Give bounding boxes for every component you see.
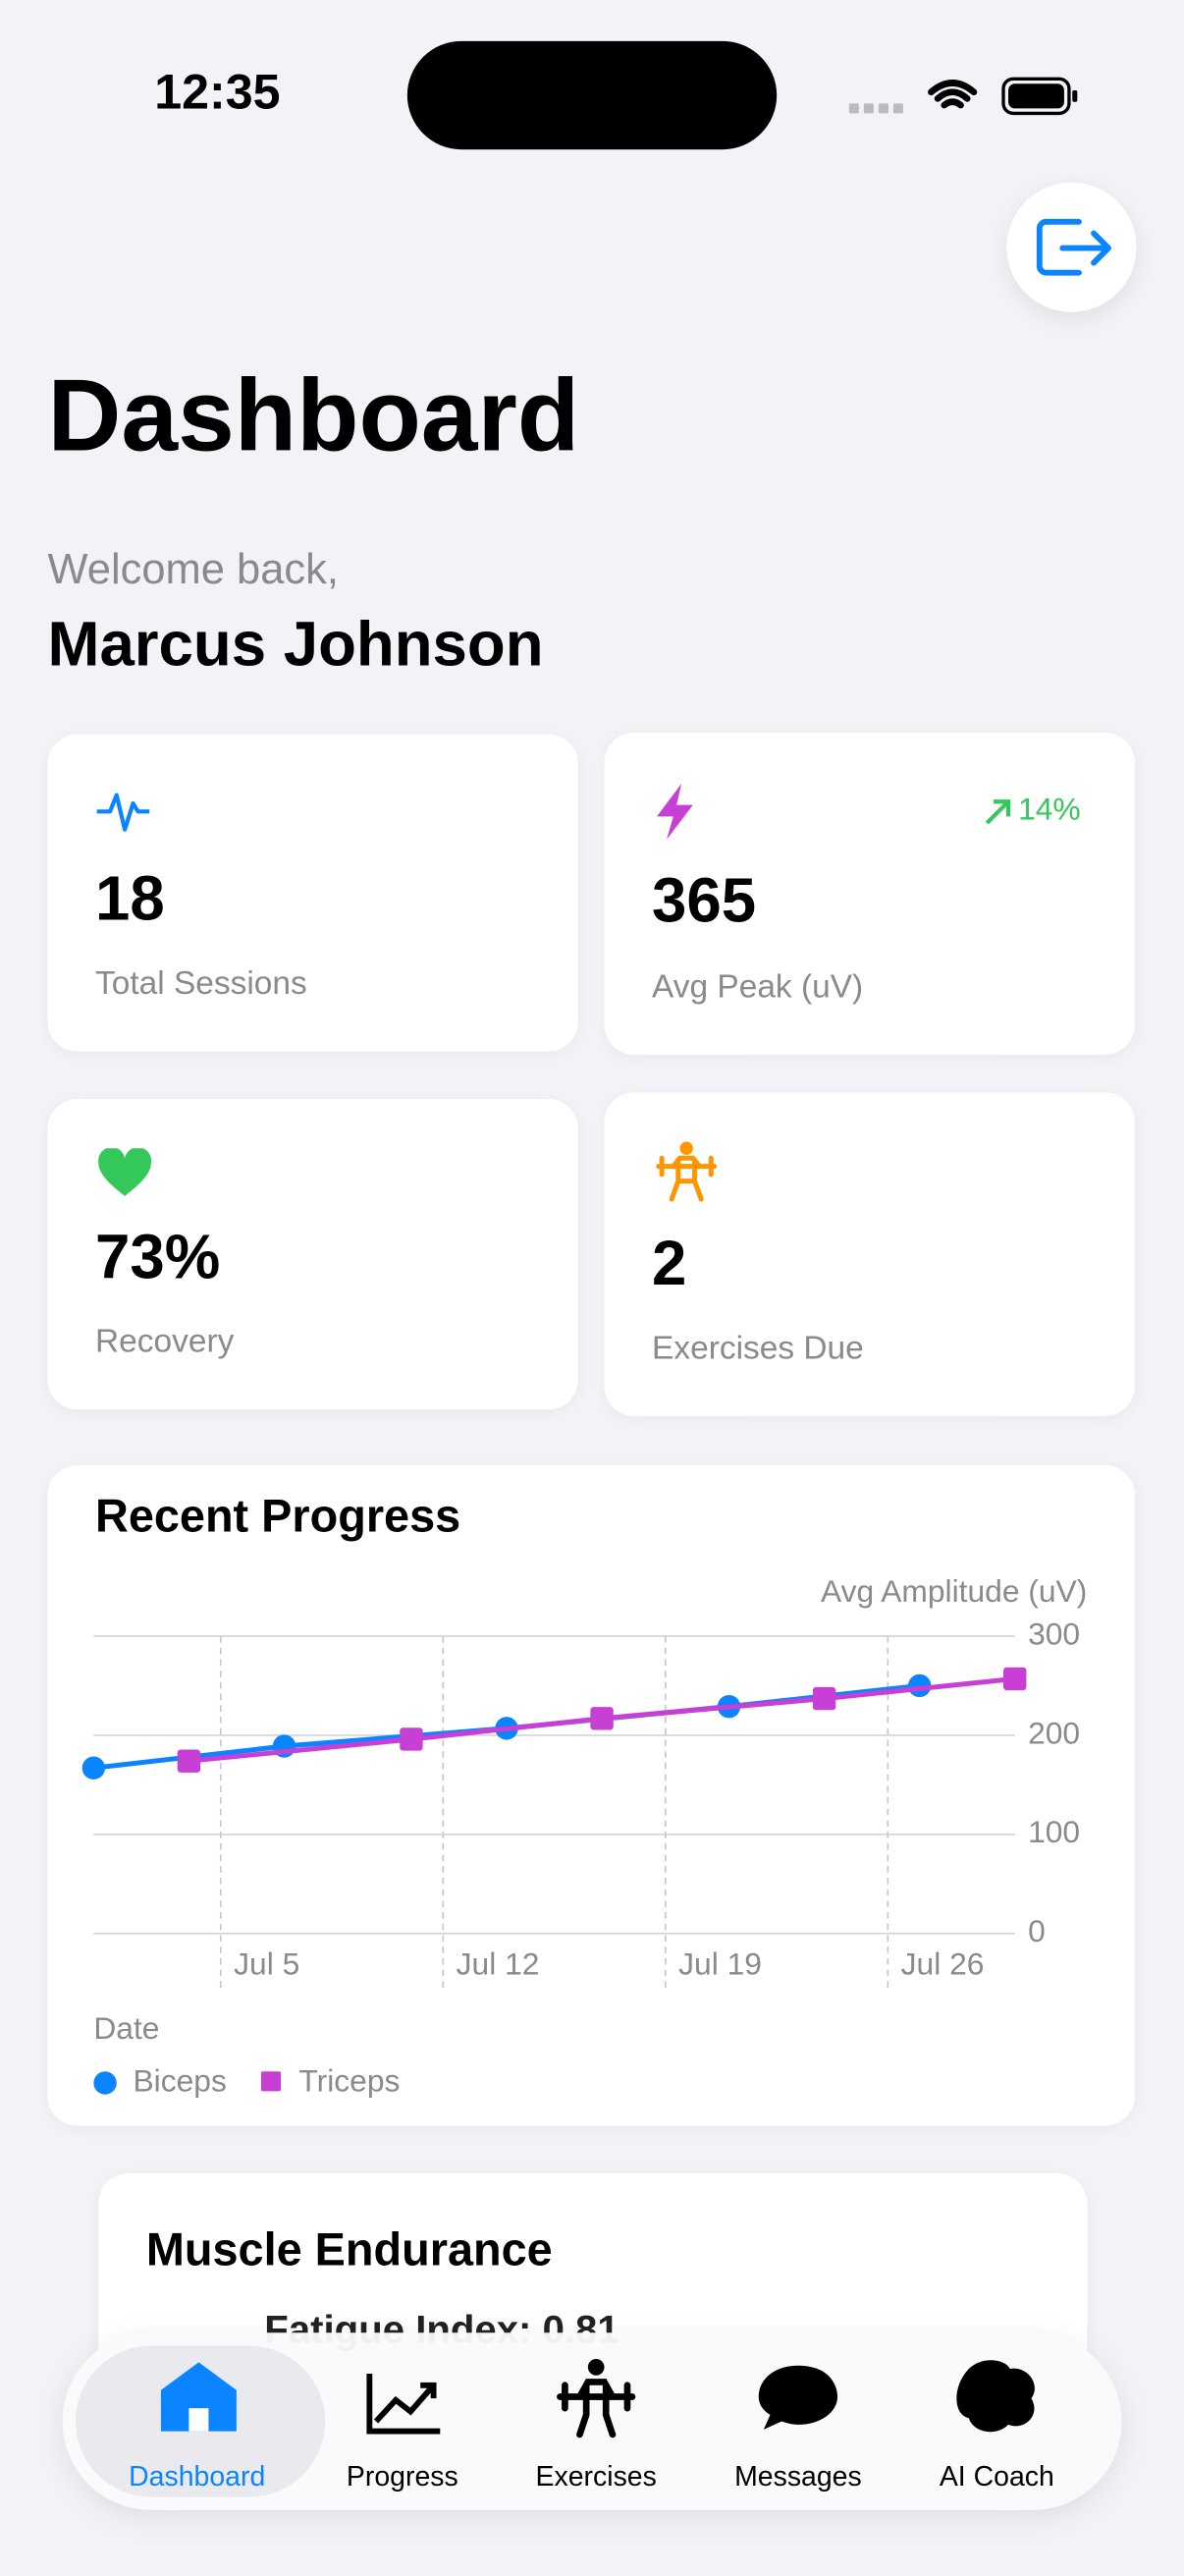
lifter-icon xyxy=(656,1141,718,1202)
stat-value: 365 xyxy=(652,867,757,937)
tab[interactable]: Exercises xyxy=(535,2460,657,2493)
status-icons xyxy=(848,77,1078,116)
stat-label: Avg Peak (uV) xyxy=(652,968,864,1006)
point xyxy=(81,1756,106,1780)
chart: Recent Progress Avg Amplitude (uV) Date … xyxy=(81,1491,1087,2098)
stat-value: 73% xyxy=(95,1224,221,1293)
point xyxy=(812,1686,836,1711)
point xyxy=(1003,1667,1027,1691)
bolt-icon xyxy=(657,783,693,840)
stat-label: Exercises Due xyxy=(652,1330,864,1367)
tab[interactable]: AI Coach xyxy=(939,2460,1054,2493)
trend-icon xyxy=(985,799,1011,825)
tab-icons xyxy=(160,2358,1035,2439)
y-axis-label: Avg Amplitude (uV) xyxy=(821,1573,1087,1609)
legend-label: Biceps xyxy=(133,2062,226,2098)
y-tick-label: 100 xyxy=(1028,1814,1080,1849)
legend-marker xyxy=(260,2071,282,2092)
page-title: Dashboard xyxy=(47,359,580,473)
stat-card: 73% Recovery xyxy=(47,1099,578,1410)
logout-icon xyxy=(1036,218,1111,276)
y-tick-label: 300 xyxy=(1028,1616,1080,1651)
stat-label: Total Sessions xyxy=(95,965,307,1003)
legend-label: Triceps xyxy=(298,2062,400,2098)
stat-card: 14% 365 Avg Peak (uV) xyxy=(604,733,1135,1055)
stat-card: 18 Total Sessions xyxy=(47,734,578,1052)
logout-button[interactable] xyxy=(1006,182,1137,312)
x-tick-label: Jul 26 xyxy=(901,1946,985,1982)
x-tick-label: Jul 12 xyxy=(457,1946,540,1982)
heart-icon xyxy=(98,1148,152,1196)
stat-label: Recovery xyxy=(95,1324,235,1360)
stat-value: 2 xyxy=(652,1230,687,1300)
legend-marker xyxy=(93,2071,117,2095)
pulse-icon xyxy=(96,793,150,832)
y-tick-label: 0 xyxy=(1028,1913,1046,1948)
point xyxy=(177,1749,201,1773)
endurance-title: Muscle Endurance xyxy=(145,2223,553,2275)
user-name: Marcus Johnson xyxy=(47,611,544,681)
point xyxy=(590,1707,614,1730)
x-tick-label: Jul 19 xyxy=(678,1946,762,1982)
dynamic-island xyxy=(406,40,778,150)
stat-card: 2 Exercises Due xyxy=(604,1092,1135,1416)
chart-title: Recent Progress xyxy=(95,1491,460,1542)
stat-value: 18 xyxy=(95,865,165,935)
status-time: 12:35 xyxy=(154,65,281,121)
x-tick-label: Jul 5 xyxy=(234,1946,299,1982)
chart-card: Recent Progress Avg Amplitude (uV) Date … xyxy=(47,1465,1135,2126)
trend-value: 14% xyxy=(1018,793,1081,829)
x-axis-label: Date xyxy=(93,2010,159,2046)
tab[interactable]: Dashboard xyxy=(129,2460,266,2493)
tab[interactable]: Messages xyxy=(734,2460,862,2493)
tab[interactable]: Progress xyxy=(346,2460,458,2493)
greeting: Welcome back, xyxy=(47,543,340,593)
point xyxy=(400,1727,423,1751)
y-tick-label: 200 xyxy=(1028,1715,1080,1750)
